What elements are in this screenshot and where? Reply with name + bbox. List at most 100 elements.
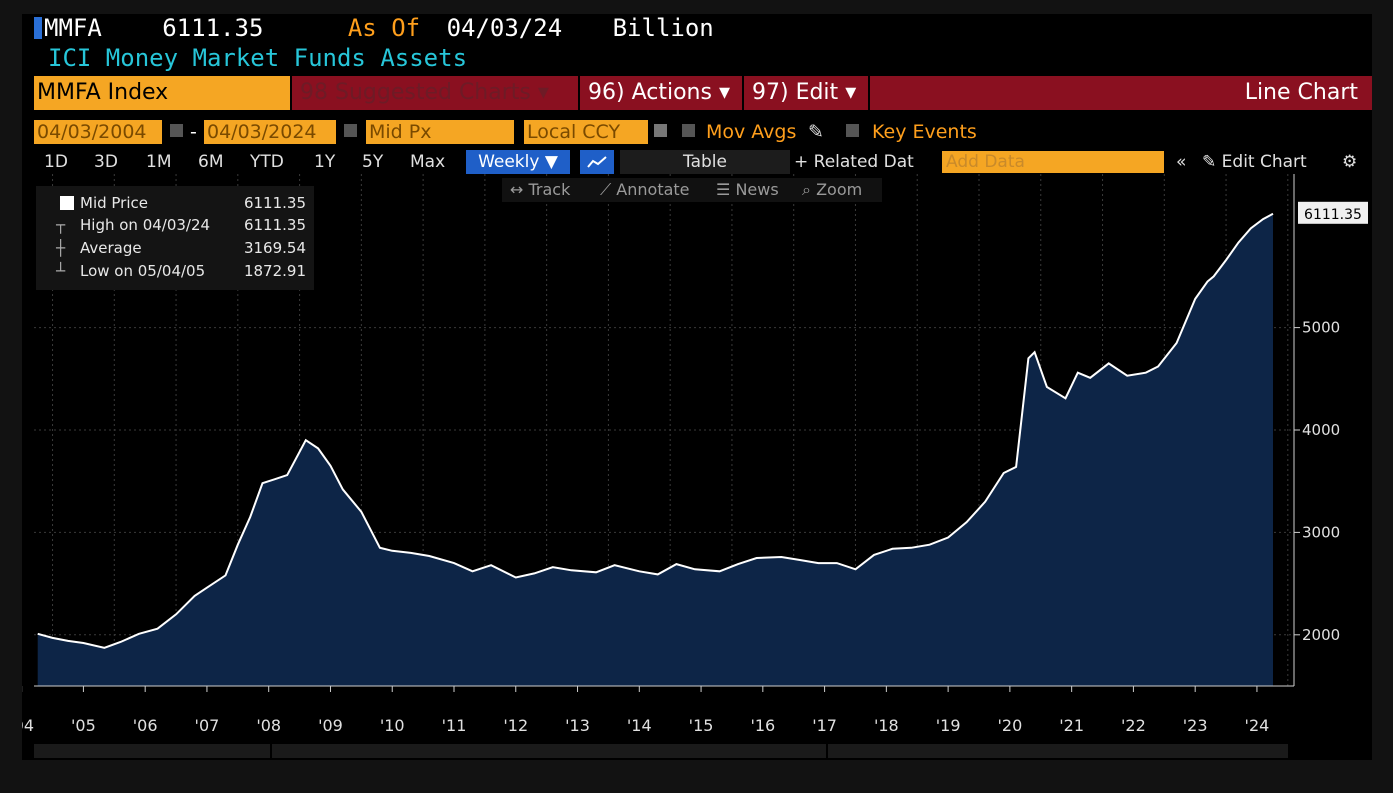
- gear-icon[interactable]: ⚙: [1342, 152, 1358, 172]
- legend-label: Average: [80, 239, 142, 257]
- start-date-input[interactable]: 04/03/2004: [34, 120, 162, 144]
- x-tick-label: '13: [565, 716, 590, 735]
- as-of-date: 04/03/24: [446, 14, 563, 42]
- edit-chart-button[interactable]: ✎ Edit Chart: [1202, 148, 1307, 176]
- annotate-label: Annotate: [616, 180, 690, 199]
- legend-label: High on 04/03/24: [80, 216, 211, 234]
- ticker-header: MMFA 6111.35 As Of 04/03/24 Billion: [34, 14, 714, 44]
- related-data-button[interactable]: + Related Dat: [794, 152, 914, 172]
- legend-value: 6111.35: [243, 216, 306, 234]
- menu-separator: [742, 76, 744, 110]
- as-of-label: As Of: [347, 14, 421, 42]
- range-5y[interactable]: 5Y: [362, 152, 384, 172]
- x-tick-label: '10: [380, 716, 405, 735]
- range-6m[interactable]: 6M: [198, 152, 224, 172]
- x-tick-label: '08: [256, 716, 281, 735]
- track-label: Track: [528, 180, 571, 199]
- x-tick-label: '21: [1059, 716, 1084, 735]
- x-tick-label: '17: [812, 716, 837, 735]
- series-swatch: [60, 196, 74, 210]
- x-tick-label: '12: [503, 716, 528, 735]
- currency-dropdown-icon[interactable]: [654, 124, 667, 137]
- ticker-marker: [34, 17, 42, 39]
- currency-select[interactable]: Local CCY: [524, 120, 648, 144]
- track-tool[interactable]: ↔ Track: [510, 178, 570, 202]
- ticker-code: MMFA: [44, 14, 102, 42]
- ticker-input[interactable]: MMFA Index: [34, 76, 290, 110]
- range-1d[interactable]: 1D: [44, 152, 68, 172]
- annotate-icon: ⟋: [600, 180, 612, 199]
- x-tick-label: '04: [22, 716, 34, 735]
- scrollbar-segment[interactable]: [828, 744, 1288, 758]
- chart-svg: 2000 3000 4000 5000 '04 '05 '06 '07 '08 '09 '10 '11…: [22, 174, 1368, 735]
- zoom-tool[interactable]: ⌕ Zoom: [802, 178, 862, 202]
- range-1y[interactable]: 1Y: [314, 152, 336, 172]
- settings-bar: 04/03/2004 - 04/03/2024 Mid Px Local CCY…: [34, 118, 1372, 146]
- x-tick-label: '20: [997, 716, 1022, 735]
- pencil-icon[interactable]: ✎: [808, 121, 824, 143]
- security-title: ICI Money Market Funds Assets: [48, 44, 468, 72]
- legend-row: ┼ Average 3169.54: [36, 237, 314, 259]
- legend-row: ┴ Low on 05/04/05 1872.91: [36, 260, 314, 282]
- legend-row: Mid Price 6111.35: [36, 192, 314, 214]
- field-select[interactable]: Mid Px: [366, 120, 514, 144]
- edit-chart-label: Edit Chart: [1221, 152, 1307, 172]
- scrollbar-segment[interactable]: [34, 744, 270, 758]
- menu-bar: MMFA Index 98 Suggested Charts ▾ 96) Act…: [34, 76, 1372, 110]
- series-area: [37, 213, 1274, 687]
- edit-chart-pencil-icon: ✎: [1202, 152, 1217, 172]
- date-range-dash: -: [190, 121, 197, 143]
- collapse-icon[interactable]: «: [1176, 152, 1187, 172]
- range-bar: 1D 3D 1M 6M YTD 1Y 5Y Max Weekly ▼ Table…: [34, 148, 1372, 176]
- frequency-select[interactable]: Weekly ▼: [466, 150, 570, 174]
- end-date-input[interactable]: 04/03/2024: [204, 120, 336, 144]
- annotate-tool[interactable]: ⟋ Annotate: [600, 178, 690, 202]
- x-tick-label: '09: [318, 716, 343, 735]
- x-tick-label: '15: [689, 716, 714, 735]
- suggested-charts-menu[interactable]: 98 Suggested Charts ▾: [300, 80, 549, 105]
- zoom-label: Zoom: [816, 180, 863, 199]
- legend-value: 1872.91: [243, 262, 306, 280]
- range-max[interactable]: Max: [410, 152, 446, 172]
- menu-separator: [290, 76, 292, 110]
- x-tick-label: '07: [195, 716, 220, 735]
- x-tick-label: '16: [750, 716, 775, 735]
- legend-row: ┬ High on 04/03/24 6111.35: [36, 214, 314, 236]
- unit-label: Billion: [612, 14, 714, 42]
- actions-menu[interactable]: 96) Actions ▾: [588, 76, 730, 110]
- mov-avgs-label: Mov Avgs: [706, 121, 797, 143]
- key-events-label: Key Events: [872, 121, 977, 143]
- legend-value: 3169.54: [243, 239, 306, 257]
- x-tick-label: '06: [133, 716, 158, 735]
- mov-avgs-checkbox[interactable]: [682, 124, 695, 137]
- line-chart-icon[interactable]: [580, 150, 614, 174]
- x-tick-label: '19: [936, 716, 961, 735]
- start-calendar-icon[interactable]: [170, 124, 183, 137]
- y-tick-label: 3000: [1302, 523, 1340, 541]
- edit-label: 97) Edit: [752, 80, 839, 105]
- frequency-label: Weekly: [478, 152, 540, 172]
- end-calendar-icon[interactable]: [344, 124, 357, 137]
- high-marker-icon: ┬: [56, 216, 66, 234]
- y-tick-label: 4000: [1302, 421, 1340, 439]
- legend-label: Mid Price: [80, 194, 148, 212]
- edit-menu[interactable]: 97) Edit ▾: [752, 76, 856, 110]
- last-price: 6111.35: [162, 14, 264, 42]
- news-icon: ☰: [716, 180, 731, 199]
- suggested-charts-label: 98 Suggested Charts: [300, 80, 531, 105]
- range-1m[interactable]: 1M: [146, 152, 172, 172]
- table-tab[interactable]: Table: [620, 150, 790, 174]
- zoom-icon: ⌕: [802, 180, 811, 199]
- chart-type-label[interactable]: Line Chart: [1244, 80, 1358, 105]
- menu-separator: [578, 76, 580, 110]
- scrollbar-thumb[interactable]: [272, 744, 826, 758]
- actions-chevron-icon: ▾: [718, 80, 730, 105]
- x-tick-label: '24: [1245, 716, 1270, 735]
- add-data-input[interactable]: Add Data: [942, 151, 1164, 173]
- range-3d[interactable]: 3D: [94, 152, 118, 172]
- key-events-checkbox[interactable]: [846, 124, 859, 137]
- range-ytd[interactable]: YTD: [250, 152, 284, 172]
- news-tool[interactable]: ☰ News: [716, 178, 779, 202]
- menu-separator: [868, 76, 870, 110]
- chart-toolbar: ↔ Track ⟋ Annotate ☰ News ⌕ Zoom: [502, 178, 882, 202]
